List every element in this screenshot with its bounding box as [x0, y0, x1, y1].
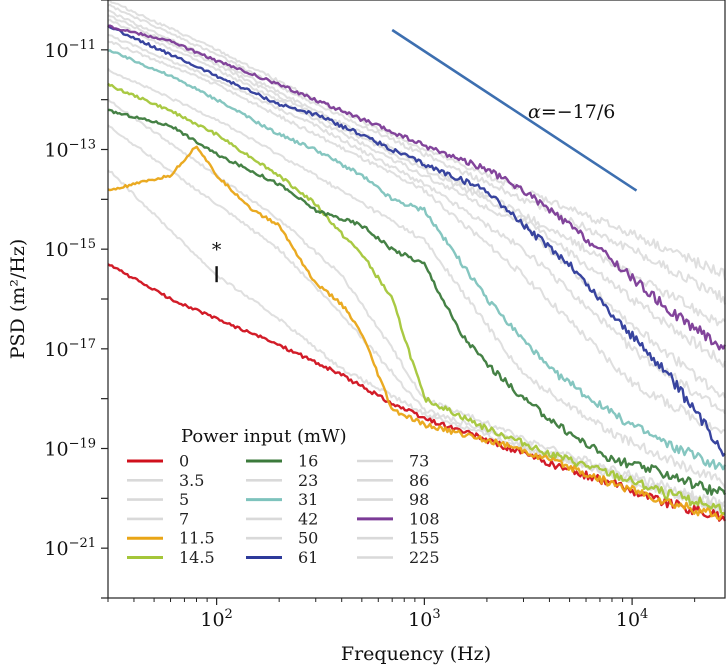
legend-label: 7: [179, 509, 189, 528]
slope-reference-line: [391, 28, 638, 192]
legend-title: Power input (mW): [181, 426, 347, 447]
legend-label: 11.5: [179, 529, 215, 548]
legend-label: 225: [409, 548, 440, 567]
x-tick-label: 103: [408, 607, 440, 631]
y-tick-label: 10−11: [44, 38, 96, 62]
legend-label: 14.5: [179, 548, 215, 567]
x-axis-label: Frequency (Hz): [341, 643, 491, 665]
x-tick-label: 102: [200, 607, 232, 631]
series-line-108: [107, 24, 726, 351]
series-line-86: [107, 14, 726, 368]
series-line-42: [107, 40, 726, 434]
series-line-23: [107, 67, 726, 489]
series-line-155: [107, 3, 726, 305]
y-tick-label: 10−19: [44, 437, 96, 461]
annotation-marker: *: [212, 239, 222, 261]
legend-label: 155: [409, 529, 440, 548]
legend-label: 86: [409, 471, 429, 490]
y-tick-label: 10−17: [44, 337, 96, 361]
legend-label: 23: [298, 471, 318, 490]
series-line-31: [107, 49, 726, 471]
legend-label: 0: [179, 452, 189, 471]
legend-label: 42: [298, 509, 318, 528]
series-line-61: [107, 24, 726, 457]
tick-layer: 102 103 104 10−11 10−13 10−15 10−17 10−19 10−21: [44, 0, 696, 631]
reference-layer: α=−17/6 *: [212, 28, 638, 283]
series-line-11-5: [107, 145, 726, 521]
legend-label: 5: [179, 490, 189, 509]
slope-label: α=−17/6: [528, 101, 615, 123]
legend-label: 98: [409, 490, 429, 509]
legend-label: 50: [298, 529, 318, 548]
x-tick-label: 104: [616, 607, 648, 631]
legend-label: 3.5: [179, 471, 204, 490]
y-tick-label: 10−15: [44, 237, 96, 261]
series-line-14-5: [107, 82, 726, 516]
y-tick-label: 10−21: [44, 536, 96, 560]
series-line-73: [107, 18, 726, 399]
series-layer: [107, 0, 726, 522]
series-line-16: [107, 108, 726, 496]
y-axis-label: PSD (m²/Hz): [7, 239, 29, 360]
legend-label: 61: [298, 548, 318, 567]
legend-label: 73: [409, 452, 429, 471]
legend-label: 108: [409, 509, 440, 528]
legend-label: 31: [298, 490, 318, 509]
series-line-98: [107, 9, 726, 327]
series-line-50: [107, 33, 726, 415]
series-line-225: [107, 0, 726, 281]
legend-label: 16: [298, 452, 318, 471]
y-tick-label: 10−13: [44, 138, 96, 162]
